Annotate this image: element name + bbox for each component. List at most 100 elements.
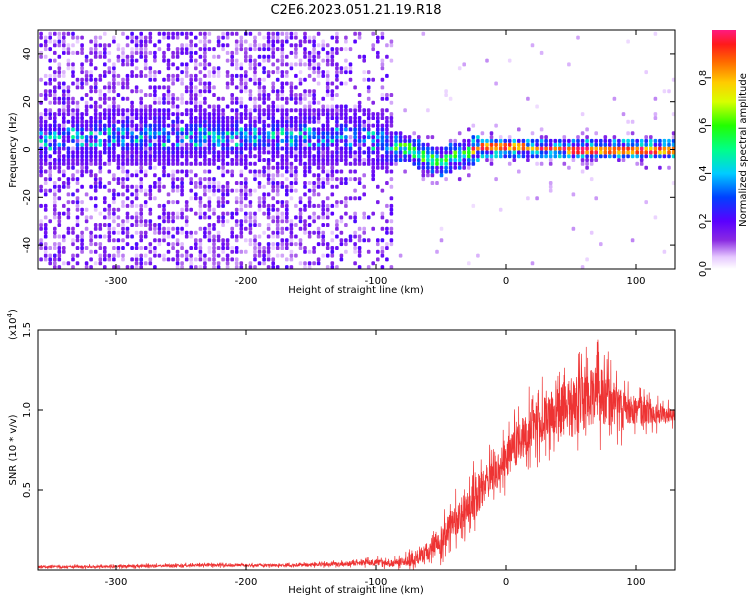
spectrogram-cell [98, 138, 103, 143]
spectrogram-cell [234, 50, 239, 55]
spectrogram-cell [353, 39, 357, 44]
spectrogram-cell [221, 31, 225, 36]
spectrogram-cell [180, 100, 184, 105]
spectrogram-cell [166, 123, 171, 128]
spectrogram-cell [285, 203, 289, 208]
spectrogram-cell [312, 230, 316, 235]
spectrogram-cell [430, 173, 435, 178]
spectrogram-cell [112, 73, 116, 78]
spectrogram-cell [335, 161, 339, 166]
spectrogram-cell [116, 73, 121, 78]
spectrogram-cell [289, 89, 294, 94]
spectrogram-cell [39, 54, 43, 59]
spectrogram-cell [234, 135, 239, 140]
spectrogram-cell [280, 85, 285, 90]
spectrogram-cell [275, 200, 280, 205]
spectrogram-cell [121, 165, 125, 170]
spectrogram-cell [148, 158, 153, 162]
spectrogram-cell [66, 207, 71, 212]
spectrogram-cell [66, 89, 71, 94]
spectrogram-cell [157, 116, 162, 120]
spectrogram-cell [380, 158, 385, 162]
spectrogram-cell [612, 96, 617, 101]
spectrogram-cell [325, 215, 330, 220]
spectrogram-cell [189, 112, 193, 117]
spectrogram-cell [339, 66, 344, 71]
spectrogram-cell [189, 146, 193, 151]
spectrogram-cell [230, 257, 234, 262]
spectrogram-cell [266, 242, 271, 247]
spectrogram-cell [312, 188, 316, 193]
spectrogram-cell [134, 35, 139, 40]
spectrogram-cell [89, 249, 93, 254]
spectrogram-cell [198, 207, 203, 212]
spectrogram-cell [303, 146, 307, 151]
spectrogram-cell [189, 47, 193, 52]
spectrogram-cell [244, 39, 248, 44]
spectrogram-cell [298, 96, 303, 101]
spectrogram-cell [248, 127, 253, 132]
spectrogram-cell [507, 135, 512, 140]
spectrogram-cell [357, 253, 362, 258]
spectrogram-cell [312, 116, 316, 120]
spectrogram-cell [75, 246, 80, 250]
spectrogram-cell [175, 31, 180, 36]
spectrogram-cell [366, 89, 371, 94]
spectrogram-cell [53, 188, 57, 193]
spectrogram-cell [134, 123, 139, 128]
spectrogram-cell [580, 158, 585, 162]
spectrogram-cell [93, 196, 98, 201]
spectrogram-cell [194, 89, 198, 94]
spectrogram-cell [189, 123, 193, 128]
spectrogram-cell [53, 58, 57, 63]
spectrogram-cell [93, 100, 98, 105]
spectrogram-cell [207, 150, 212, 155]
spectrogram-cell [303, 47, 307, 52]
spectrogram-cell [271, 81, 275, 86]
spectrogram-cell [107, 161, 112, 166]
spectrogram-cell [107, 70, 112, 75]
spectrogram-cell [189, 234, 193, 239]
spectrogram-cell [357, 35, 362, 40]
spectrogram-cell [248, 77, 253, 82]
spectrogram-cell [175, 238, 180, 243]
spectrogram-cell [57, 242, 62, 247]
spectrogram-cell [121, 31, 125, 36]
spectrogram-cell [207, 238, 212, 243]
spectrogram-cell [98, 261, 103, 266]
spectrogram-cell [103, 234, 107, 239]
spectrogram-cell [248, 54, 253, 59]
spectrogram-cell [194, 142, 198, 147]
spectrogram-cell [230, 31, 234, 36]
spectrogram-cell [125, 230, 130, 235]
spectrogram-cell [471, 203, 476, 208]
spectrogram-cell [357, 135, 362, 140]
spectrogram-cell [198, 238, 203, 243]
spectrogram-cell [221, 169, 225, 174]
spectrogram-cell [316, 261, 321, 266]
spectrogram-cell [339, 219, 344, 224]
spectrogram-cell [230, 127, 234, 132]
spectrogram-cell [335, 73, 339, 78]
spectrogram-cell [221, 223, 225, 227]
spectrogram-cell [289, 234, 294, 239]
spectrogram-cell [39, 35, 43, 40]
spectrogram-cell [339, 242, 344, 247]
spectrogram-cell [271, 215, 275, 220]
spectrogram-cell [239, 249, 244, 254]
spectrogram-cell [212, 85, 216, 90]
spectrogram-cell [57, 85, 62, 90]
spectrogram-cell [225, 169, 230, 174]
spectrogram-cell [43, 257, 48, 262]
spectrogram-cell [157, 238, 162, 243]
spectrogram-cell [362, 119, 366, 124]
spectrogram-cell [184, 257, 189, 262]
spectrogram-cell [412, 131, 416, 136]
spectrogram-cell [130, 108, 134, 113]
spectrogram-cell [526, 150, 530, 155]
spectrogram-cell [316, 127, 321, 132]
spectrogram-cell [71, 62, 75, 67]
spectrogram-cell [366, 108, 371, 113]
spectrogram-cell [212, 265, 216, 270]
spectrogram-cell [234, 116, 239, 120]
